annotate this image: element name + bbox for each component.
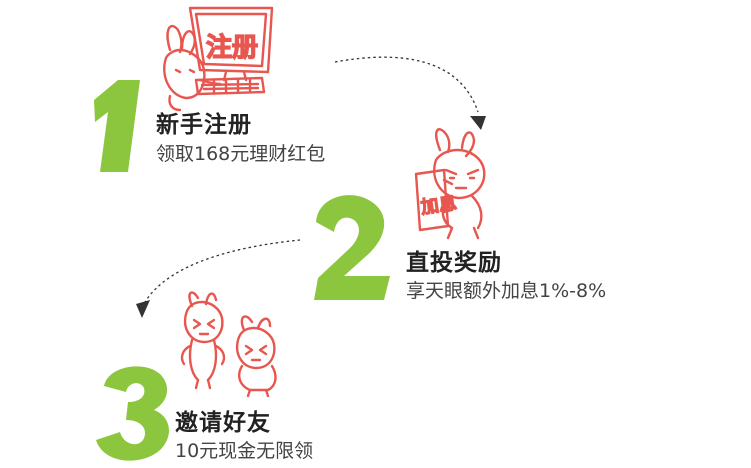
step-2-title: 直投奖励 (406, 250, 502, 276)
monitor-screen-text: 注册 (206, 32, 258, 63)
two-rabbits-illustration (180, 291, 277, 398)
arrow-step2-to-step3 (136, 239, 301, 318)
step-3-description: 10元现金无限领 (175, 440, 314, 462)
sign-text: 加息 (418, 192, 458, 219)
step-1-title: 新手注册 (156, 112, 252, 138)
step-2-description: 享天眼额外加息1%-8% (406, 280, 607, 302)
step-3-number-graphic: 3 (96, 366, 169, 461)
step-2-number-graphic: 2 (314, 195, 390, 300)
step-1-number-graphic: 1 (94, 80, 140, 172)
step-3-title: 邀请好友 (175, 410, 271, 436)
rabbit-holding-sign-illustration (414, 128, 486, 240)
rabbit-at-computer-illustration (163, 6, 274, 112)
arrow-step1-to-step2 (334, 56, 486, 130)
step-1-description: 领取168元理财红包 (156, 143, 326, 165)
